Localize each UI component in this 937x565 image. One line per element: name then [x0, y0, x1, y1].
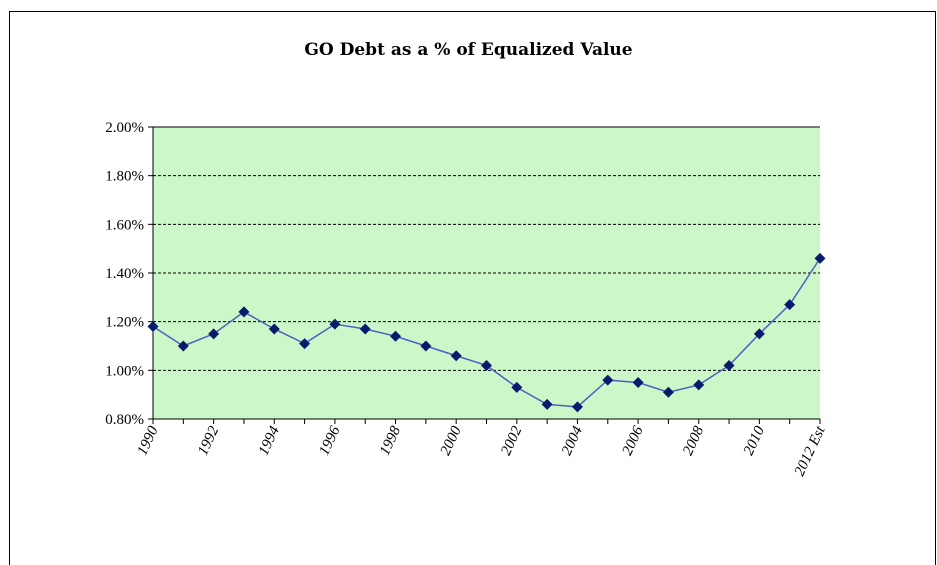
y-tick-label: 1.40% [105, 266, 144, 282]
y-tick-label: 0.80% [105, 412, 144, 428]
x-tick-label: 1990 [134, 423, 161, 457]
data-point [784, 299, 796, 311]
gridlines [153, 126, 820, 371]
data-point [208, 328, 220, 340]
data-point [662, 386, 674, 398]
data-point [359, 323, 371, 335]
y-tick-label: 1.60% [105, 217, 144, 233]
x-tick-label: 2012 Est [792, 423, 829, 478]
y-tick-label: 1.00% [105, 363, 144, 379]
y-tick-label: 1.20% [105, 315, 144, 331]
data-point [511, 381, 523, 393]
x-tick-label: 1994 [256, 423, 283, 457]
data-point [450, 350, 462, 362]
x-tick-label: 2010 [741, 423, 768, 457]
x-tick-label: 2008 [680, 423, 707, 457]
data-point [632, 377, 644, 388]
x-axis: 1990 1992 1994 1996 1998 2000 2002 2004 2006 2008… [134, 418, 829, 479]
x-tick-label: 2004 [559, 423, 586, 457]
data-point [814, 252, 826, 264]
data-point [147, 321, 159, 333]
data-point [268, 323, 280, 335]
chart-title: GO Debt as a % of Equalized Value [304, 40, 633, 60]
y-tick-label: 1.80% [105, 169, 144, 185]
data-point [753, 328, 765, 340]
x-tick-label: 2002 [498, 423, 525, 457]
y-axis: 0.80% 1.00% 1.20% 1.40% 1.60% 1.80% 2.00% [105, 120, 154, 428]
y-tick-label: 2.00% [105, 120, 144, 136]
data-point [238, 306, 250, 318]
data-point [420, 340, 432, 352]
data-point [571, 401, 583, 413]
data-point [723, 359, 735, 371]
data-point [329, 318, 341, 330]
data-point [390, 330, 402, 342]
data-point [177, 340, 189, 352]
x-tick-label: 1992 [195, 423, 222, 457]
x-tick-label: 1998 [377, 423, 404, 457]
x-tick-label: 1996 [316, 423, 343, 457]
data-point [693, 379, 705, 391]
data-point [602, 374, 614, 386]
data-point [299, 338, 311, 350]
x-tick-label: 2006 [620, 423, 647, 457]
x-tick-label: 2000 [438, 423, 465, 457]
data-point [481, 359, 492, 371]
data-point [541, 398, 553, 410]
series-markers [147, 252, 826, 413]
